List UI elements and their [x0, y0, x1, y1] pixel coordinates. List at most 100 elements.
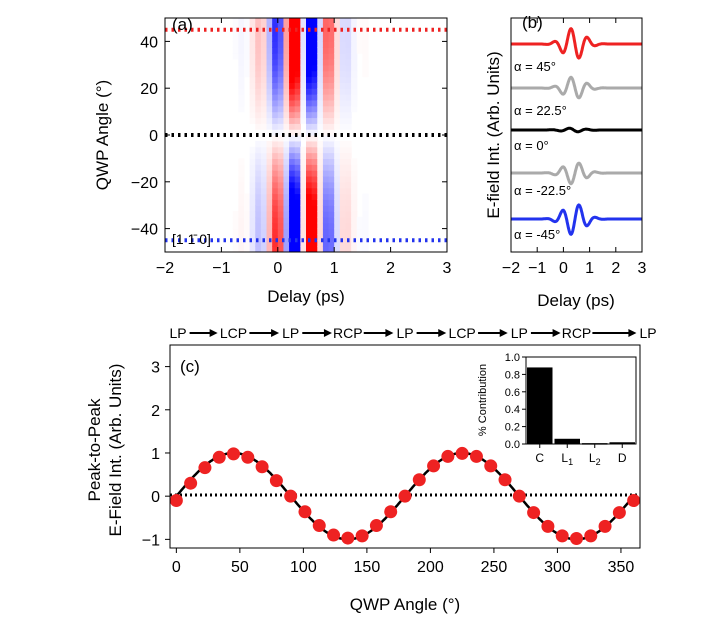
heatmap-cell [311, 53, 318, 60]
heatmap-cell [272, 240, 279, 247]
inset-y-tick-label: 0.8 [505, 369, 520, 381]
heatmap-cell [272, 135, 279, 142]
heatmap-cell [322, 234, 330, 241]
heatmap-cell [328, 64, 335, 72]
y-axis-label-line2: E-Field Int. (Arb. Units) [106, 364, 125, 537]
heatmap-cell [351, 82, 358, 89]
heatmap-cell [249, 58, 256, 66]
heatmap-cell [283, 41, 290, 48]
heatmap-cell [266, 99, 273, 107]
heatmap-cell [266, 76, 273, 83]
heatmap-cell [339, 234, 347, 241]
heatmap-cell [255, 23, 262, 31]
heatmap-cell [300, 211, 307, 218]
heatmap-cell [334, 76, 341, 83]
heatmap-cell [294, 175, 301, 183]
heatmap-cell [300, 175, 307, 183]
heatmap-cell [311, 29, 318, 37]
heatmap-cell [345, 64, 352, 72]
x-axis-label: Delay (ps) [267, 287, 344, 306]
heatmap-cell [311, 129, 318, 136]
heatmap-cell [306, 234, 313, 241]
heatmap-cell [351, 199, 358, 206]
heatmap-cell [334, 82, 341, 89]
heatmap-cell [311, 64, 318, 72]
heatmap-cell [289, 240, 296, 247]
heatmap-cell [260, 23, 268, 31]
heatmap-cell [238, 211, 245, 218]
heatmap-cell [294, 41, 301, 48]
heatmap-cell [243, 222, 251, 230]
heatmap-cell [317, 70, 324, 78]
panel-b: −2 −1 0 1 2 3 α = 45° α = 22.5° α = 0° α = -22.5… [484, 13, 647, 310]
heatmap-cell [277, 140, 285, 148]
heatmap-cell [345, 222, 352, 230]
heatmap-cell [255, 146, 262, 154]
heatmap-cell [339, 64, 347, 72]
heatmap-cell [243, 41, 251, 48]
heatmap-cell [260, 94, 268, 101]
heatmap-cell [243, 193, 251, 200]
heatmap-cell [322, 70, 330, 78]
heatmap-cell [294, 222, 301, 230]
heatmap-cell [272, 123, 279, 130]
heatmap-cell [300, 187, 307, 195]
heatmap-cell [272, 82, 279, 89]
heatmap-cell [272, 205, 279, 212]
heatmap-cell [306, 205, 313, 212]
heatmap-cell [311, 146, 318, 154]
heatmap-cell [306, 29, 313, 37]
heatmap-cell [362, 216, 369, 224]
heatmap-cell [300, 193, 307, 200]
heatmap-cell [317, 246, 324, 252]
heatmap-cell [255, 99, 262, 107]
heatmap-cell [238, 53, 245, 60]
heatmap-cell [362, 58, 369, 66]
heatmap-cell [300, 240, 307, 247]
heatmap-cell [306, 35, 313, 42]
heatmap-cell [255, 205, 262, 212]
heatmap-cell [317, 152, 324, 159]
heatmap-cell [356, 41, 363, 48]
heatmap-cell [345, 117, 352, 124]
heatmap-cell [283, 111, 290, 119]
heatmap-cell [339, 211, 347, 218]
heatmap-cell [356, 246, 363, 252]
heatmap-cell [277, 175, 285, 183]
heatmap-cell [238, 29, 245, 37]
heatmap-cell [266, 158, 273, 165]
heatmap-cell [255, 29, 262, 37]
heatmap-cell [317, 23, 324, 31]
heatmap-cell [300, 47, 307, 54]
data-point [627, 493, 641, 507]
data-point [312, 519, 326, 533]
heatmap-cell [306, 140, 313, 148]
heatmap-cell [232, 41, 239, 48]
heatmap-cell [272, 234, 279, 241]
heatmap-cell [260, 234, 268, 241]
heatmap-cell [277, 246, 285, 252]
heatmap-cell [311, 187, 318, 195]
heatmap-cell [289, 193, 296, 200]
heatmap-cell [328, 129, 335, 136]
heatmap-cell [351, 187, 358, 195]
heatmap-cell [345, 29, 352, 37]
heatmap-cell [289, 88, 296, 95]
sequence-arrow-head [271, 329, 280, 337]
heatmap-cell [328, 193, 335, 200]
heatmap-cell [345, 234, 352, 241]
heatmap-cell [339, 146, 347, 154]
heatmap-cell [243, 205, 251, 212]
heatmap-cell [311, 228, 318, 236]
heatmap-cell [328, 222, 335, 230]
heatmap-cell [317, 199, 324, 206]
heatmap-cell [306, 58, 313, 66]
heatmap-cell [260, 158, 268, 165]
heatmap-cell [238, 18, 245, 25]
heatmap-cell [334, 228, 341, 236]
sequence-arrow-head [552, 329, 561, 337]
heatmap-cell [277, 35, 285, 42]
heatmap-cell [300, 222, 307, 230]
heatmap-cell [362, 228, 369, 236]
heatmap-cell [272, 211, 279, 218]
